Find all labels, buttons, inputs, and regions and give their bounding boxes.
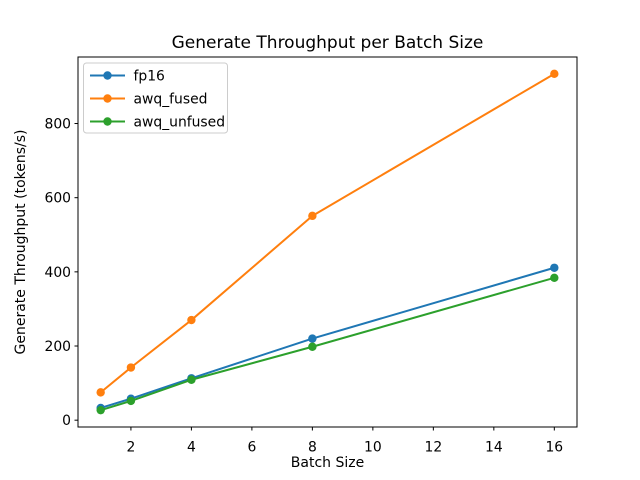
x-tick-label: 16 [545, 440, 563, 456]
y-tick-label: 400 [44, 265, 71, 281]
x-tick-label: 10 [364, 440, 382, 456]
chart-title: Generate Throughput per Batch Size [171, 33, 484, 53]
y-axis-label: Generate Throughput (tokens/s) [13, 129, 29, 355]
x-tick-label: 2 [127, 440, 136, 456]
legend-label-fp16: fp16 [134, 69, 165, 85]
legend-label-awq_fused: awq_fused [134, 92, 208, 108]
legend-box [83, 62, 228, 134]
y-tick-label: 600 [44, 191, 71, 207]
data-point-awq_fused [126, 363, 136, 372]
legend-sample-marker [103, 71, 112, 80]
series-line-awq_unfused [100, 276, 555, 412]
data-point-awq_fused [96, 388, 105, 397]
y-tick-label: 200 [44, 339, 71, 355]
x-tick-label: 8 [308, 440, 317, 456]
x-axis-label: Batch Size [290, 455, 365, 471]
x-tick-label: 4 [187, 440, 196, 456]
legend-sample-marker [103, 117, 112, 126]
data-point-awq_fused [187, 315, 196, 325]
data-point-awq_unfused [308, 342, 317, 351]
y-tick-label: 800 [44, 116, 71, 132]
plot-frame [77, 56, 578, 428]
legend-sample-marker [103, 94, 112, 103]
data-point-fp16 [550, 263, 559, 272]
data-point-awq_fused [550, 69, 559, 79]
data-point-awq_unfused [550, 273, 559, 282]
data-point-awq_unfused [187, 375, 196, 384]
data-point-fp16 [308, 334, 317, 343]
x-tick-label: 14 [485, 440, 503, 456]
data-point-awq_unfused [96, 405, 105, 415]
data-point-awq_unfused [126, 396, 136, 406]
data-point-awq_fused [308, 211, 317, 221]
legend-label-awq_unfused: awq_unfused [134, 115, 226, 131]
x-tick-label: 12 [425, 440, 443, 456]
y-tick-label: 0 [62, 413, 71, 429]
x-tick-label: 6 [247, 440, 256, 456]
